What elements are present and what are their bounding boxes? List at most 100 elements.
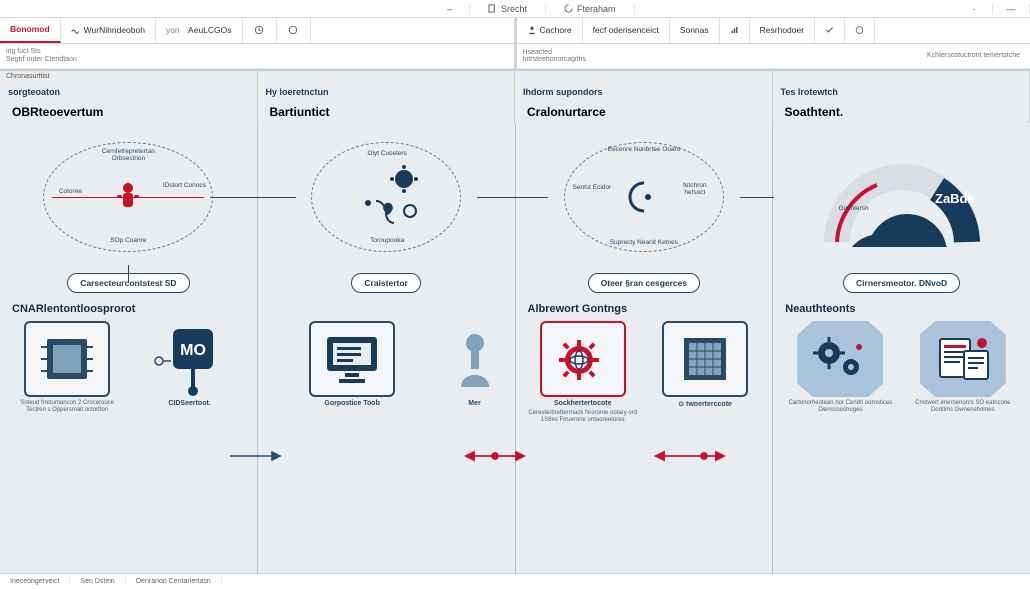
title-3: Soathtent. bbox=[773, 103, 1030, 123]
tab-fecf[interactable]: fecf oderisenceict bbox=[583, 18, 670, 43]
status-bar: Ineceongerveict Sen Dstein Oenranon Cent… bbox=[0, 573, 1030, 589]
monitor-icon bbox=[321, 331, 383, 387]
connector-in-1 bbox=[256, 197, 296, 198]
window-tab-2[interactable]: Fteraham bbox=[546, 4, 635, 14]
bars-icon bbox=[730, 25, 739, 35]
ribbon-row: Bonomod WurNihndeoboh yon yon AeuLCGOsAe… bbox=[0, 18, 1030, 70]
oval2-l3: Suprecty Neanit Ketoes bbox=[603, 240, 685, 247]
svg-text:MO: MO bbox=[180, 342, 206, 359]
oval1-l1: Tornupooka bbox=[358, 238, 416, 245]
section-header-3 bbox=[773, 71, 1030, 85]
app-root: – Srecht Fteraham · — Bonomod WurNihndeo… bbox=[0, 0, 1030, 589]
col-2: Eecenre Nonbrtee Ooant Sentst Ecidor fet… bbox=[516, 123, 774, 573]
oval-0: Cernfetrepretertan Orbsestrion Cotoree I… bbox=[43, 142, 213, 252]
ibox-1-0: Gorpostice Toob bbox=[268, 321, 437, 407]
tab-bars[interactable] bbox=[720, 18, 750, 43]
tab-circle[interactable] bbox=[277, 18, 311, 43]
oval0-l0: Cernfetrepretertan Orbsestrion bbox=[84, 149, 172, 163]
ibox-1-1: Mer bbox=[445, 321, 505, 407]
title-0: OBRteoevertum bbox=[0, 103, 258, 123]
window-tab-2-label: Fteraham bbox=[577, 4, 616, 14]
connector-in-2 bbox=[514, 197, 548, 198]
octa-docs bbox=[920, 321, 1006, 397]
tab-wur-label: WurNihndeoboh bbox=[84, 25, 145, 35]
ibox-3-0: Cartonorheotean nor Cendn oorostices Oer… bbox=[783, 321, 897, 414]
circle2-icon bbox=[855, 25, 864, 35]
body-row: Cernfetrepretertan Orbsestrion Cotoree I… bbox=[0, 123, 1030, 573]
frame-mo: MO bbox=[147, 321, 233, 397]
chip-2[interactable]: Oteer §ran cesgerces bbox=[588, 273, 700, 293]
grid-icon bbox=[676, 332, 734, 386]
title-2: Cralonurtarce bbox=[515, 103, 773, 123]
tab-sonnas[interactable]: Sonnas bbox=[670, 18, 720, 43]
cat-2: Ihdorm supondors bbox=[515, 85, 773, 103]
tab-bonomod[interactable]: Bonomod bbox=[0, 18, 61, 43]
col-1: Olyt Cuceters Tornupooka Craistertor bbox=[258, 123, 516, 573]
oval0-l1: Cotoree bbox=[50, 189, 90, 196]
tab-circ2[interactable] bbox=[845, 18, 875, 43]
ibox-0-0-sub: Soteud frretumancon 2 Crocerouce Tectren… bbox=[10, 400, 124, 414]
ribbon-right-sub1: Hseacted bbox=[523, 49, 928, 56]
oval-zone-1: Olyt Cuceters Tornupooka bbox=[268, 127, 505, 267]
window-tabstrip: – Srecht Fteraham · — bbox=[0, 0, 1030, 18]
ribbon-right-tabs: Cachore fecf oderisenceict Sonnas Resrho… bbox=[517, 18, 1030, 44]
connector-2-3 bbox=[740, 197, 774, 198]
tab-yon[interactable]: yon yon AeuLCGOsAeuLCGOs bbox=[156, 18, 243, 43]
gauge-zone: ZaBdk Gochtersh Cwnerdtan bbox=[783, 127, 1020, 267]
frame-gear-globe bbox=[540, 321, 626, 397]
footer-1[interactable]: Sen Dstein bbox=[70, 578, 125, 585]
chip-1[interactable]: Craistertor bbox=[351, 273, 420, 293]
tabstrip-min[interactable]: · bbox=[956, 4, 993, 14]
refresh-icon bbox=[564, 4, 573, 13]
footer-0[interactable]: Ineceongerveict bbox=[0, 578, 70, 585]
section-header-1 bbox=[258, 71, 516, 85]
doc-icon bbox=[488, 4, 497, 13]
circle-icon bbox=[288, 25, 298, 35]
gauge-left-label: Gochtersh bbox=[839, 205, 869, 212]
ibox-3-1-sub: Cnstwert eneroenorcs SO eatncone Dontims… bbox=[906, 400, 1020, 414]
ibox-2-1: ⊙ twoerterccote bbox=[648, 321, 762, 408]
gears-icon bbox=[807, 329, 873, 389]
ibox-2-0-sub: Ceresterbretterrnack Nroronte ootary ord… bbox=[526, 410, 640, 424]
ibox-0-1-cap: CIDSeertoot. bbox=[168, 400, 210, 407]
gauge: ZaBdk Gochtersh Cwnerdtan bbox=[817, 147, 987, 247]
ribbon-right-sub2b: Kchtersostuctront temertstche bbox=[927, 52, 1020, 59]
tab-resrh[interactable]: Resrhodoer bbox=[750, 18, 815, 43]
octa-gears bbox=[797, 321, 883, 397]
oval-1: Olyt Cuceters Tornupooka bbox=[311, 142, 461, 252]
tabstrip-blank-2: – bbox=[430, 4, 470, 14]
tab-clock[interactable] bbox=[243, 18, 277, 43]
chip-row-3: Cirnersmeotor. DNvoD bbox=[783, 267, 1020, 299]
tab-resrh-label: Resrhodoer bbox=[760, 25, 804, 35]
ribbon-right-sub2a: Intrsteehonorcagiths bbox=[523, 56, 928, 63]
ibox-3-1: Cnstwert eneroenorcs SO eatncone Dontims… bbox=[906, 321, 1020, 414]
gear-pins-icon bbox=[336, 157, 436, 237]
window-tab-1[interactable]: Srecht bbox=[470, 4, 546, 14]
tab-wur[interactable]: WurNihndeoboh bbox=[61, 18, 156, 43]
boxes-3: Cartonorheotean nor Cendn oorostices Oer… bbox=[783, 321, 1020, 567]
ribbon-left-sub: ing fuct Sts Segtrf onter Ctendtaon bbox=[0, 44, 514, 70]
frame-chip bbox=[24, 321, 110, 397]
person-icon bbox=[527, 25, 537, 35]
connector-1-2 bbox=[477, 197, 517, 198]
tab-check[interactable] bbox=[815, 18, 845, 43]
title-1: Bartiuntict bbox=[258, 103, 516, 123]
ibox-0-1: MO CIDSeertoot. bbox=[132, 321, 246, 407]
chip-icon bbox=[37, 331, 97, 387]
panel-title-2: Albrewort Gontngs bbox=[528, 303, 761, 315]
ibox-0-0: Soteud frretumancon 2 Crocerouce Tectren… bbox=[10, 321, 124, 414]
tab-fecf-label: fecf oderisenceict bbox=[593, 25, 659, 35]
tab-bonomod-label: Bonomod bbox=[10, 24, 50, 34]
ribbon-left-sub2: Segtrf onter Ctendtaon bbox=[6, 56, 77, 63]
footer-2[interactable]: Oenranon Centarlertasn bbox=[126, 578, 222, 585]
col-3: ZaBdk Gochtersh Cwnerdtan bbox=[773, 123, 1030, 573]
tab-cachore[interactable]: Cachore bbox=[517, 18, 583, 43]
tabstrip-dash[interactable]: — bbox=[993, 4, 1030, 14]
tab-yon-vis: AeuLCGOs bbox=[188, 25, 231, 35]
chip-3[interactable]: Cirnersmeotor. DNvoD bbox=[843, 273, 960, 293]
diagram-canvas: Chronasurttist sorgteoaton Hy loeretnctu… bbox=[0, 70, 1030, 573]
panel-title-3: Neauthteonts bbox=[785, 303, 1018, 315]
boxes-2: Sockhertertocote Ceresterbretterrnack Nr… bbox=[526, 321, 763, 567]
boxes-1: Gorpostice Toob Mer bbox=[268, 321, 505, 567]
ribbon-right: Cachore fecf oderisenceict Sonnas Resrho… bbox=[517, 18, 1030, 69]
